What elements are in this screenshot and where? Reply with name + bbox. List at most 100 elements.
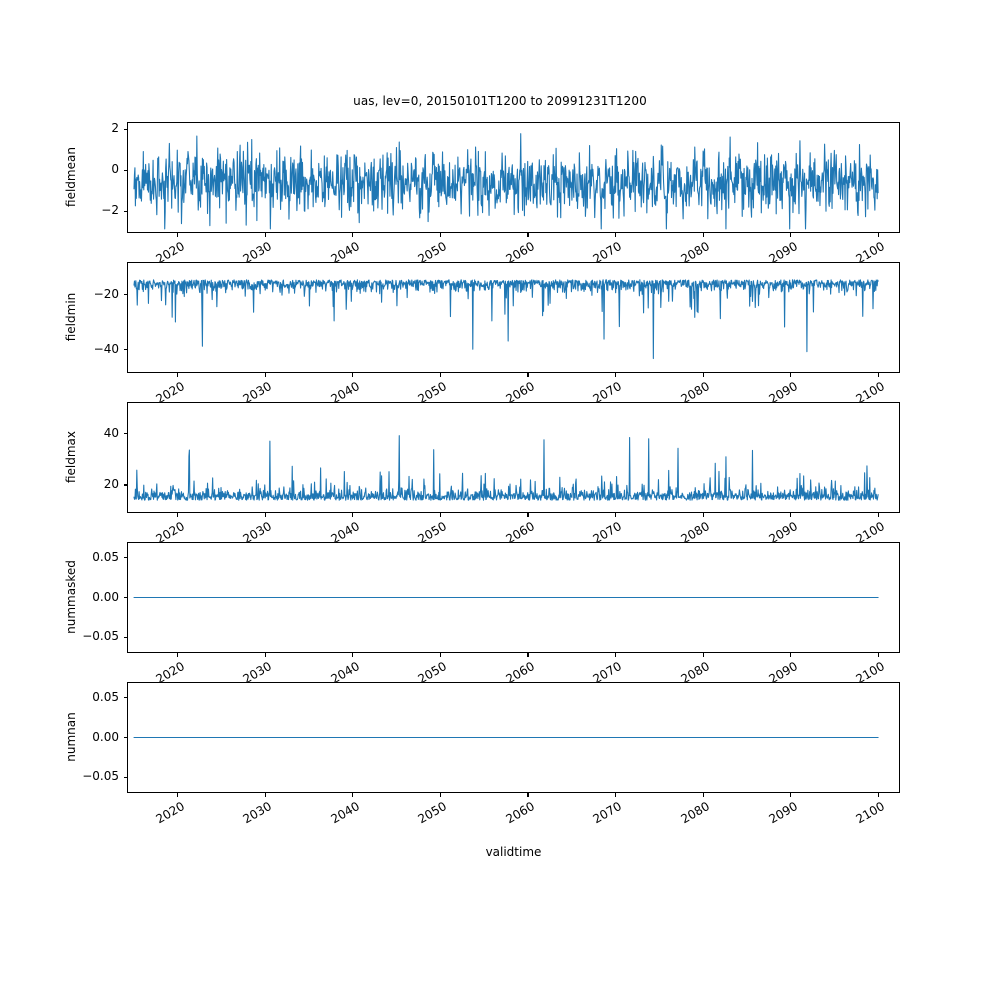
x-axis-label: validtime <box>485 845 542 859</box>
ytick-label-nummasked-1: 0.00 <box>92 589 119 604</box>
xtick-mark-numnan-4 <box>527 793 529 797</box>
ytick-mark-fieldmean-0 <box>123 210 127 212</box>
xtick-mark-fieldmean-2 <box>352 233 354 237</box>
subplot-fieldmin <box>127 262 900 373</box>
xtick-mark-fieldmax-0 <box>177 513 179 517</box>
xtick-mark-fieldmean-3 <box>439 233 441 237</box>
xtick-label-numnan-7: 2090 <box>766 799 800 827</box>
xtick-mark-nummasked-7 <box>790 653 792 657</box>
xtick-mark-fieldmax-1 <box>264 513 266 517</box>
xtick-label-numnan-5: 2070 <box>591 799 625 827</box>
xtick-mark-fieldmean-1 <box>264 233 266 237</box>
y-axis-label-nummasked: nummasked <box>64 559 78 634</box>
xtick-mark-fieldmean-4 <box>527 233 529 237</box>
xtick-mark-numnan-0 <box>177 793 179 797</box>
xtick-label-numnan-2: 2040 <box>328 799 362 827</box>
xtick-label-numnan-3: 2050 <box>415 799 450 827</box>
y-axis-label-fieldmean: fieldmean <box>64 146 78 207</box>
xtick-label-numnan-1: 2030 <box>240 799 275 827</box>
ytick-mark-nummasked-1 <box>123 597 127 599</box>
xtick-label-numnan-6: 2080 <box>678 799 713 827</box>
xtick-mark-nummasked-8 <box>877 653 879 657</box>
series-canvas-nummasked <box>133 596 879 599</box>
xtick-mark-nummasked-0 <box>177 653 179 657</box>
xtick-mark-numnan-3 <box>439 793 441 797</box>
series-canvas-fieldmax <box>133 435 879 501</box>
ytick-label-fieldmax-1: 40 <box>103 425 119 440</box>
series-canvas-numnan <box>133 736 879 739</box>
ytick-mark-numnan-2 <box>123 697 127 699</box>
xtick-mark-fieldmean-7 <box>790 233 792 237</box>
xtick-mark-fieldmax-2 <box>352 513 354 517</box>
ytick-label-fieldmean-0: −2 <box>101 203 119 218</box>
series-canvas-fieldmean <box>133 133 879 230</box>
data-series-fieldmin <box>133 279 879 360</box>
xtick-mark-numnan-2 <box>352 793 354 797</box>
xtick-mark-fieldmin-3 <box>439 373 441 377</box>
axes-frame-fieldmin <box>127 262 900 373</box>
plot-area-nummasked <box>127 542 900 653</box>
ytick-label-fieldmin-0: −40 <box>93 341 119 356</box>
ytick-label-numnan-0: −0.05 <box>82 769 119 784</box>
ytick-label-nummasked-0: −0.05 <box>82 629 119 644</box>
xtick-mark-fieldmax-7 <box>790 513 792 517</box>
ytick-mark-fieldmax-1 <box>123 433 127 435</box>
xtick-mark-fieldmax-6 <box>702 513 704 517</box>
ytick-mark-fieldmax-0 <box>123 484 127 486</box>
xtick-mark-numnan-1 <box>264 793 266 797</box>
subplot-fieldmean <box>127 122 900 233</box>
ytick-mark-fieldmean-2 <box>123 128 127 130</box>
subplot-fieldmax <box>127 402 900 513</box>
data-series-fieldmean <box>133 133 879 230</box>
ytick-label-fieldmean-2: 2 <box>111 121 119 136</box>
xtick-mark-fieldmin-7 <box>790 373 792 377</box>
xtick-mark-nummasked-2 <box>352 653 354 657</box>
xtick-mark-nummasked-6 <box>702 653 704 657</box>
ytick-mark-nummasked-2 <box>123 557 127 559</box>
ytick-label-nummasked-2: 0.05 <box>92 549 119 564</box>
xtick-mark-numnan-7 <box>790 793 792 797</box>
ytick-mark-numnan-0 <box>123 776 127 778</box>
xtick-mark-fieldmax-8 <box>877 513 879 517</box>
xtick-mark-fieldmax-5 <box>614 513 617 517</box>
ytick-label-fieldmin-1: −20 <box>93 286 119 301</box>
ytick-mark-fieldmin-0 <box>123 349 127 351</box>
ytick-mark-fieldmean-1 <box>123 169 127 171</box>
xtick-mark-numnan-6 <box>702 793 704 797</box>
ytick-mark-nummasked-0 <box>123 636 127 638</box>
xtick-mark-fieldmax-3 <box>439 513 441 517</box>
data-series-fieldmax <box>133 435 879 501</box>
xtick-mark-numnan-8 <box>877 793 879 797</box>
xtick-mark-fieldmin-4 <box>527 373 529 377</box>
xtick-mark-fieldmean-6 <box>702 233 704 237</box>
subplot-nummasked <box>127 542 900 653</box>
y-axis-label-numnan: numnan <box>64 711 78 762</box>
xtick-mark-fieldmax-4 <box>527 513 529 517</box>
xtick-mark-fieldmin-1 <box>264 373 266 377</box>
xtick-mark-fieldmin-8 <box>877 373 879 377</box>
xtick-mark-nummasked-5 <box>614 653 617 657</box>
xtick-mark-fieldmean-5 <box>614 233 617 237</box>
xtick-mark-nummasked-4 <box>527 653 529 657</box>
plot-area-fieldmax <box>127 402 900 513</box>
xtick-mark-fieldmean-0 <box>177 233 179 237</box>
ytick-label-fieldmean-1: 0 <box>111 162 119 177</box>
y-axis-label-fieldmax: fieldmax <box>64 430 78 483</box>
xtick-mark-fieldmin-5 <box>614 373 617 377</box>
xtick-mark-fieldmin-2 <box>352 373 354 377</box>
figure-title: uas, lev=0, 20150101T1200 to 20991231T12… <box>353 94 647 108</box>
y-axis-label-fieldmin: fieldmin <box>64 292 78 341</box>
plot-area-numnan <box>127 682 900 793</box>
ytick-mark-fieldmin-1 <box>123 294 127 296</box>
xtick-mark-fieldmin-0 <box>177 373 179 377</box>
xtick-label-numnan-0: 2020 <box>153 799 187 827</box>
xtick-mark-fieldmean-8 <box>877 233 879 237</box>
xtick-mark-numnan-5 <box>614 793 617 797</box>
ytick-mark-numnan-1 <box>123 737 127 739</box>
plot-area-fieldmin <box>127 262 900 373</box>
subplot-numnan <box>127 682 900 793</box>
xtick-label-numnan-8: 2100 <box>853 799 888 827</box>
xtick-mark-fieldmin-6 <box>702 373 704 377</box>
ytick-label-numnan-2: 0.05 <box>92 689 119 704</box>
